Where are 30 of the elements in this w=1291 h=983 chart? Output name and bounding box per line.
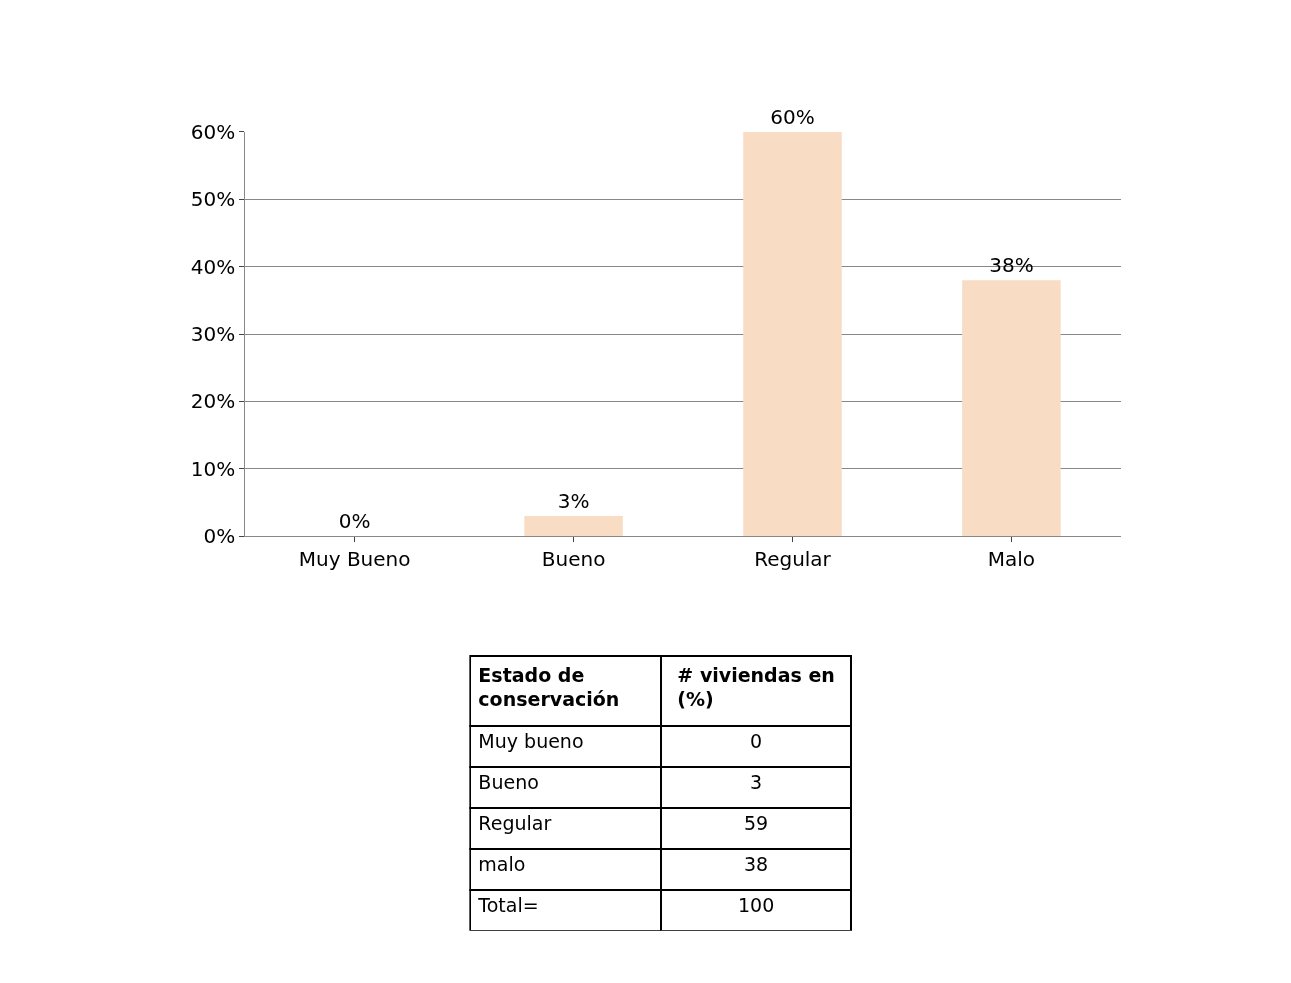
y-tick-label: 20% — [190, 389, 236, 414]
text: 3 — [750, 770, 763, 793]
y-tick-label: 60% — [190, 119, 236, 144]
text: 100 — [737, 893, 775, 916]
text: malo — [478, 852, 526, 875]
x-tick-label: Bueno — [541, 547, 606, 572]
data-label: 3% — [557, 489, 590, 514]
text: 38 — [744, 852, 769, 875]
y-tick-label: 50% — [190, 187, 236, 212]
x-tick-label: Malo — [987, 547, 1036, 572]
y-tick-label: 10% — [190, 456, 236, 481]
text: 0 — [750, 729, 763, 752]
text: Estado de conservación — [478, 663, 620, 711]
text: Muy bueno — [478, 729, 584, 752]
y-tick-label: 30% — [190, 322, 236, 347]
y-tick-label: 0% — [203, 524, 236, 549]
text: # viviendas en (%) — [677, 663, 835, 711]
y-tick-label: 40% — [190, 254, 236, 279]
x-tick-label: Regular — [754, 547, 832, 572]
text: Bueno — [478, 770, 539, 793]
text: Total= — [477, 893, 539, 916]
bar — [743, 131, 842, 537]
x-tick-label: Muy Bueno — [298, 547, 411, 572]
data-label: 60% — [770, 104, 815, 129]
data-label: 38% — [989, 253, 1034, 278]
data-label: 0% — [338, 509, 371, 534]
text: 59 — [744, 811, 769, 834]
bar — [962, 280, 1061, 537]
bar — [524, 516, 623, 537]
text: Regular — [478, 811, 552, 834]
